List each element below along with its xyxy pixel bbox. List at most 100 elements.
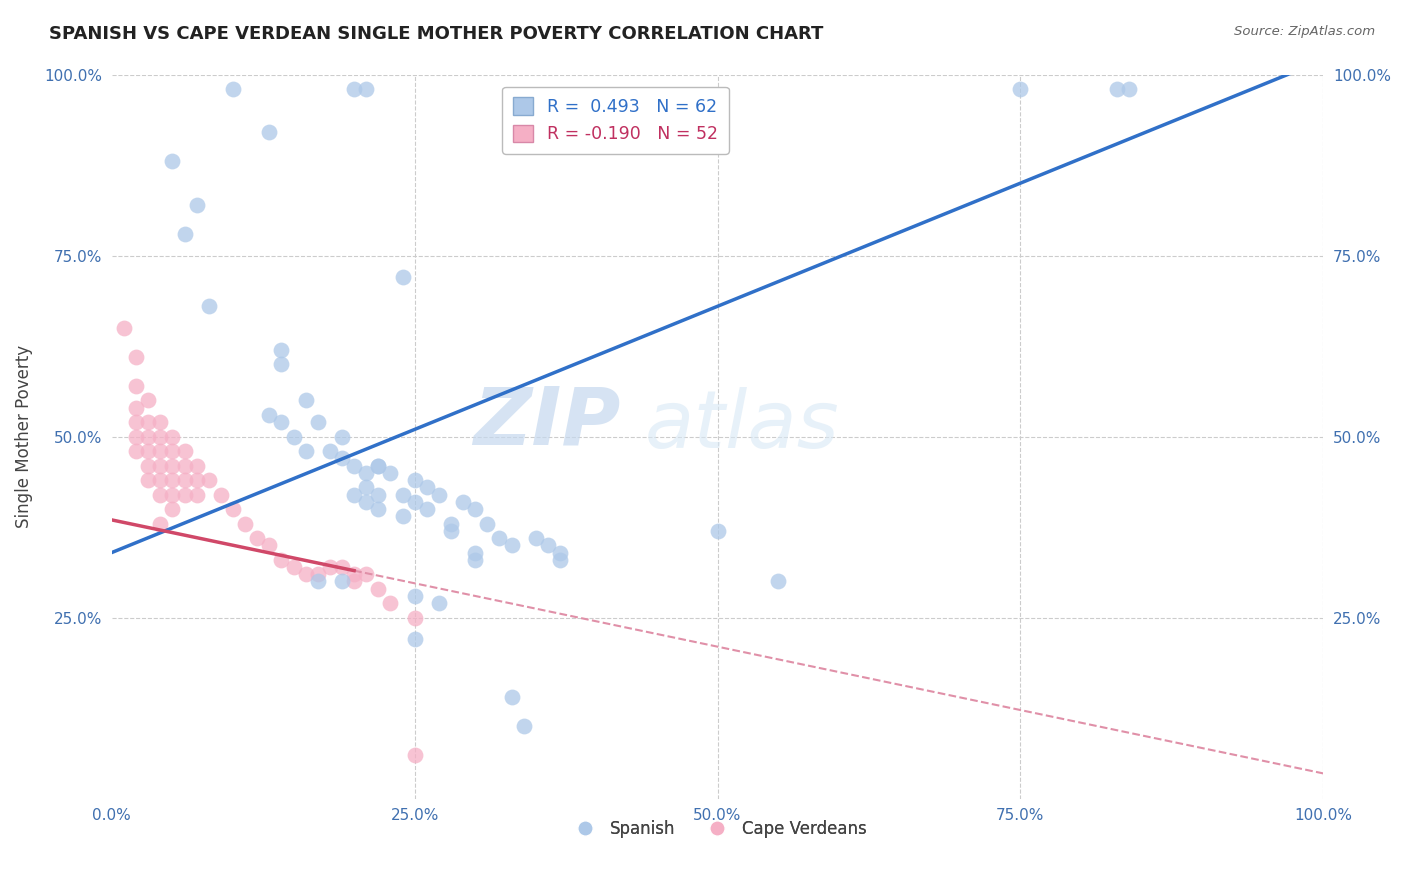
Point: [391, 509, 413, 524]
Point: [330, 574, 353, 589]
Point: [149, 415, 172, 429]
Point: [259, 408, 281, 422]
Point: [125, 430, 148, 444]
Point: [125, 379, 148, 393]
Point: [343, 82, 366, 96]
Point: [112, 321, 135, 335]
Point: [427, 487, 450, 501]
Point: [440, 524, 463, 538]
Point: [222, 502, 245, 516]
Point: [162, 502, 184, 516]
Text: Source: ZipAtlas.com: Source: ZipAtlas.com: [1234, 25, 1375, 38]
Point: [149, 473, 172, 487]
Point: [149, 487, 172, 501]
Point: [343, 574, 366, 589]
Point: [136, 393, 159, 408]
Point: [136, 415, 159, 429]
Point: [380, 596, 402, 610]
Point: [354, 466, 377, 480]
Point: [197, 299, 219, 313]
Point: [501, 690, 523, 705]
Point: [404, 748, 426, 763]
Point: [283, 430, 305, 444]
Point: [307, 567, 329, 582]
Point: [173, 444, 195, 458]
Point: [524, 531, 547, 545]
Point: [270, 343, 292, 357]
Point: [354, 567, 377, 582]
Point: [440, 516, 463, 531]
Point: [294, 393, 316, 408]
Point: [162, 458, 184, 473]
Point: [319, 444, 342, 458]
Point: [149, 430, 172, 444]
Point: [162, 487, 184, 501]
Point: [319, 560, 342, 574]
Point: [162, 430, 184, 444]
Point: [706, 524, 728, 538]
Point: [330, 430, 353, 444]
Point: [391, 487, 413, 501]
Point: [162, 444, 184, 458]
Point: [354, 480, 377, 494]
Point: [404, 495, 426, 509]
Point: [488, 531, 510, 545]
Point: [233, 516, 256, 531]
Point: [136, 444, 159, 458]
Point: [391, 270, 413, 285]
Point: [209, 487, 232, 501]
Point: [404, 610, 426, 624]
Point: [186, 198, 208, 212]
Point: [149, 516, 172, 531]
Point: [416, 502, 439, 516]
Point: [354, 82, 377, 96]
Point: [149, 444, 172, 458]
Point: [270, 553, 292, 567]
Point: [186, 473, 208, 487]
Point: [330, 451, 353, 466]
Point: [548, 553, 571, 567]
Point: [330, 560, 353, 574]
Point: [246, 531, 269, 545]
Point: [270, 357, 292, 371]
Point: [354, 495, 377, 509]
Point: [367, 458, 389, 473]
Point: [136, 473, 159, 487]
Point: [186, 458, 208, 473]
Point: [416, 480, 439, 494]
Point: [162, 473, 184, 487]
Point: [367, 582, 389, 596]
Point: [427, 596, 450, 610]
Point: [537, 538, 560, 552]
Point: [464, 553, 486, 567]
Point: [766, 574, 789, 589]
Text: SPANISH VS CAPE VERDEAN SINGLE MOTHER POVERTY CORRELATION CHART: SPANISH VS CAPE VERDEAN SINGLE MOTHER PO…: [49, 25, 824, 43]
Point: [307, 574, 329, 589]
Point: [173, 458, 195, 473]
Point: [259, 125, 281, 139]
Point: [477, 516, 499, 531]
Point: [367, 458, 389, 473]
Point: [197, 473, 219, 487]
Point: [548, 545, 571, 559]
Point: [1107, 82, 1129, 96]
Point: [136, 430, 159, 444]
Point: [464, 502, 486, 516]
Point: [343, 567, 366, 582]
Point: [404, 632, 426, 647]
Text: ZIP: ZIP: [474, 384, 620, 461]
Point: [404, 473, 426, 487]
Point: [125, 444, 148, 458]
Point: [294, 444, 316, 458]
Point: [404, 589, 426, 603]
Point: [173, 227, 195, 241]
Point: [270, 415, 292, 429]
Point: [186, 487, 208, 501]
Text: atlas: atlas: [645, 387, 839, 465]
Point: [343, 458, 366, 473]
Point: [512, 719, 534, 733]
Point: [283, 560, 305, 574]
Point: [1118, 82, 1140, 96]
Point: [343, 487, 366, 501]
Point: [501, 538, 523, 552]
